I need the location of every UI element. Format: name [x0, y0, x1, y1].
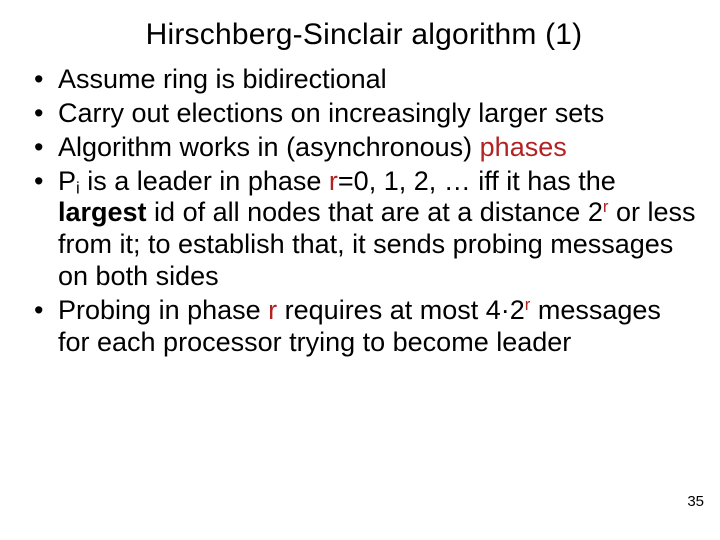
slide-title: Hirschberg-Sinclair algorithm (1): [30, 18, 698, 52]
bullet-text: Carry out elections on increasingly larg…: [58, 98, 604, 128]
highlight-text: r: [268, 295, 277, 325]
bullet-item: Probing in phase r requires at most 4·2r…: [30, 295, 698, 359]
bullet-text: id of all nodes that are at a distance 2: [147, 197, 603, 227]
bullet-text: Algorithm works in (asynchronous): [58, 132, 480, 162]
bullet-list: Assume ring is bidirectional Carry out e…: [30, 64, 698, 359]
bullet-item: Carry out elections on increasingly larg…: [30, 98, 698, 130]
highlight-text: r: [329, 166, 338, 196]
bullet-text: P: [58, 166, 76, 196]
page-number: 35: [687, 493, 704, 510]
highlight-text: phases: [480, 132, 567, 162]
bullet-item: Pi is a leader in phase r=0, 1, 2, … iff…: [30, 166, 698, 293]
bullet-text: Assume ring is bidirectional: [58, 64, 387, 94]
bullet-text: is a leader in phase: [80, 166, 329, 196]
bullet-item: Algorithm works in (asynchronous) phases: [30, 132, 698, 164]
bullet-text: requires at most 4·2: [277, 295, 525, 325]
bold-text: largest: [58, 197, 147, 227]
bullet-text: =0, 1, 2, … iff it has the: [338, 166, 616, 196]
bullet-text: Probing in phase: [58, 295, 268, 325]
bullet-item: Assume ring is bidirectional: [30, 64, 698, 96]
slide: Hirschberg-Sinclair algorithm (1) Assume…: [0, 0, 720, 540]
